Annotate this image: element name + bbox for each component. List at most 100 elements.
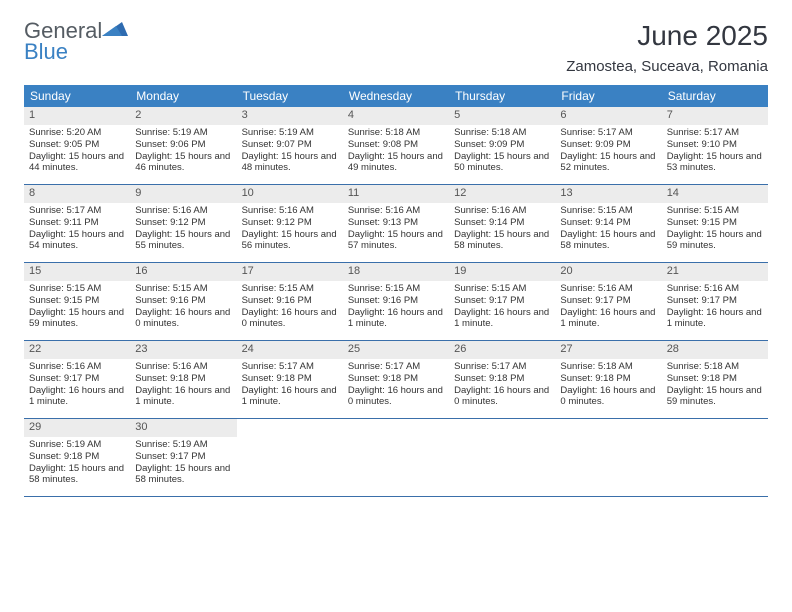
dow-tuesday: Tuesday (237, 85, 343, 107)
day-body: Sunrise: 5:18 AMSunset: 9:08 PMDaylight:… (343, 127, 449, 179)
day-body: Sunrise: 5:15 AMSunset: 9:16 PMDaylight:… (130, 283, 236, 335)
day-body: Sunrise: 5:16 AMSunset: 9:12 PMDaylight:… (130, 205, 236, 257)
calendar: SundayMondayTuesdayWednesdayThursdayFrid… (24, 85, 768, 497)
day-cell (662, 419, 768, 496)
sunset-line: Sunset: 9:14 PM (560, 217, 656, 229)
day-cell: 27Sunrise: 5:18 AMSunset: 9:18 PMDayligh… (555, 341, 661, 418)
day-body: Sunrise: 5:16 AMSunset: 9:18 PMDaylight:… (130, 361, 236, 413)
day-number: 25 (343, 341, 449, 359)
sunset-line: Sunset: 9:17 PM (135, 451, 231, 463)
day-body: Sunrise: 5:17 AMSunset: 9:18 PMDaylight:… (343, 361, 449, 413)
day-number: 7 (662, 107, 768, 125)
sunrise-line: Sunrise: 5:16 AM (135, 361, 231, 373)
daylight-line: Daylight: 15 hours and 46 minutes. (135, 151, 231, 175)
day-cell: 18Sunrise: 5:15 AMSunset: 9:16 PMDayligh… (343, 263, 449, 340)
daylight-line: Daylight: 15 hours and 59 minutes. (667, 385, 763, 409)
day-body: Sunrise: 5:15 AMSunset: 9:14 PMDaylight:… (555, 205, 661, 257)
day-number: 28 (662, 341, 768, 359)
day-cell: 4Sunrise: 5:18 AMSunset: 9:08 PMDaylight… (343, 107, 449, 184)
daylight-line: Daylight: 16 hours and 1 minute. (135, 385, 231, 409)
sunset-line: Sunset: 9:18 PM (454, 373, 550, 385)
sunset-line: Sunset: 9:10 PM (667, 139, 763, 151)
day-cell: 1 Sunrise: 5:20 AMSunset: 9:05 PMDaylight… (24, 107, 130, 184)
day-body: Sunrise: 5:20 AMSunset: 9:05 PMDaylight:… (24, 127, 130, 179)
day-cell: 11 Sunrise: 5:16 AMSunset: 9:13 PMDayligh… (343, 185, 449, 262)
sunrise-line: Sunrise: 5:15 AM (348, 283, 444, 295)
daylight-line: Daylight: 15 hours and 52 minutes. (560, 151, 656, 175)
day-cell: 2Sunrise: 5:19 AMSunset: 9:06 PMDaylight… (130, 107, 236, 184)
sunset-line: Sunset: 9:13 PM (348, 217, 444, 229)
day-cell: 29Sunrise: 5:19 AMSunset: 9:18 PMDayligh… (24, 419, 130, 496)
day-body: Sunrise: 5:17 AMSunset: 9:11 PMDaylight:… (24, 205, 130, 257)
day-number: 22 (24, 341, 130, 359)
sunrise-line: Sunrise: 5:19 AM (135, 127, 231, 139)
dow-saturday: Saturday (662, 85, 768, 107)
sunset-line: Sunset: 9:15 PM (667, 217, 763, 229)
week-row: 29Sunrise: 5:19 AMSunset: 9:18 PMDayligh… (24, 419, 768, 497)
sunset-line: Sunset: 9:17 PM (667, 295, 763, 307)
day-body: Sunrise: 5:15 AMSunset: 9:16 PMDaylight:… (237, 283, 343, 335)
daylight-line: Daylight: 15 hours and 58 minutes. (560, 229, 656, 253)
sunrise-line: Sunrise: 5:16 AM (560, 283, 656, 295)
sunset-line: Sunset: 9:18 PM (560, 373, 656, 385)
day-number: 17 (237, 263, 343, 281)
sunset-line: Sunset: 9:06 PM (135, 139, 231, 151)
sunrise-line: Sunrise: 5:15 AM (454, 283, 550, 295)
sunrise-line: Sunrise: 5:16 AM (348, 205, 444, 217)
daylight-line: Daylight: 15 hours and 58 minutes. (29, 463, 125, 487)
day-cell: 8 Sunrise: 5:17 AMSunset: 9:11 PMDaylight… (24, 185, 130, 262)
day-cell: 22 Sunrise: 5:16 AMSunset: 9:17 PMDayligh… (24, 341, 130, 418)
day-number: 12 (449, 185, 555, 203)
day-cell: 10Sunrise: 5:16 AMSunset: 9:12 PMDayligh… (237, 185, 343, 262)
week-row: 15Sunrise: 5:15 AMSunset: 9:15 PMDayligh… (24, 263, 768, 341)
sunrise-line: Sunrise: 5:15 AM (29, 283, 125, 295)
day-cell (343, 419, 449, 496)
sunrise-line: Sunrise: 5:20 AM (29, 127, 125, 139)
daylight-line: Daylight: 15 hours and 53 minutes. (667, 151, 763, 175)
sunset-line: Sunset: 9:08 PM (348, 139, 444, 151)
day-number: 11 (343, 185, 449, 203)
day-number: 1 (24, 107, 130, 125)
daylight-line: Daylight: 15 hours and 50 minutes. (454, 151, 550, 175)
daylight-line: Daylight: 15 hours and 59 minutes. (29, 307, 125, 331)
day-body: Sunrise: 5:16 AMSunset: 9:14 PMDaylight:… (449, 205, 555, 257)
sunrise-line: Sunrise: 5:16 AM (29, 361, 125, 373)
day-body: Sunrise: 5:15 AMSunset: 9:17 PMDaylight:… (449, 283, 555, 335)
day-cell: 20Sunrise: 5:16 AMSunset: 9:17 PMDayligh… (555, 263, 661, 340)
sunset-line: Sunset: 9:17 PM (29, 373, 125, 385)
daylight-line: Daylight: 16 hours and 1 minute. (29, 385, 125, 409)
sunset-line: Sunset: 9:18 PM (242, 373, 338, 385)
day-number: 13 (555, 185, 661, 203)
day-number: 5 (449, 107, 555, 125)
day-cell: 6Sunrise: 5:17 AMSunset: 9:09 PMDaylight… (555, 107, 661, 184)
header: General Blue June 2025 Zamostea, Suceava… (24, 20, 768, 75)
daylight-line: Daylight: 15 hours and 58 minutes. (454, 229, 550, 253)
sunrise-line: Sunrise: 5:17 AM (454, 361, 550, 373)
day-number: 8 (24, 185, 130, 203)
day-number: 27 (555, 341, 661, 359)
sunset-line: Sunset: 9:07 PM (242, 139, 338, 151)
day-number: 9 (130, 185, 236, 203)
day-number: 26 (449, 341, 555, 359)
daylight-line: Daylight: 15 hours and 57 minutes. (348, 229, 444, 253)
week-row: 1 Sunrise: 5:20 AMSunset: 9:05 PMDaylight… (24, 107, 768, 185)
day-cell: 5 Sunrise: 5:18 AMSunset: 9:09 PMDaylight… (449, 107, 555, 184)
sunrise-line: Sunrise: 5:19 AM (135, 439, 231, 451)
daylight-line: Daylight: 16 hours and 1 minute. (560, 307, 656, 331)
daylight-line: Daylight: 16 hours and 1 minute. (242, 385, 338, 409)
day-cell: 15Sunrise: 5:15 AMSunset: 9:15 PMDayligh… (24, 263, 130, 340)
sunrise-line: Sunrise: 5:17 AM (242, 361, 338, 373)
sunset-line: Sunset: 9:18 PM (135, 373, 231, 385)
title-block: June 2025 Zamostea, Suceava, Romania (566, 20, 768, 75)
daylight-line: Daylight: 15 hours and 44 minutes. (29, 151, 125, 175)
dow-header-row: SundayMondayTuesdayWednesdayThursdayFrid… (24, 85, 768, 107)
sunset-line: Sunset: 9:18 PM (667, 373, 763, 385)
day-number: 16 (130, 263, 236, 281)
sunrise-line: Sunrise: 5:16 AM (667, 283, 763, 295)
sunset-line: Sunset: 9:12 PM (135, 217, 231, 229)
location-text: Zamostea, Suceava, Romania (566, 58, 768, 75)
sunrise-line: Sunrise: 5:19 AM (242, 127, 338, 139)
day-number: 20 (555, 263, 661, 281)
sunset-line: Sunset: 9:15 PM (29, 295, 125, 307)
day-body: Sunrise: 5:18 AMSunset: 9:09 PMDaylight:… (449, 127, 555, 179)
